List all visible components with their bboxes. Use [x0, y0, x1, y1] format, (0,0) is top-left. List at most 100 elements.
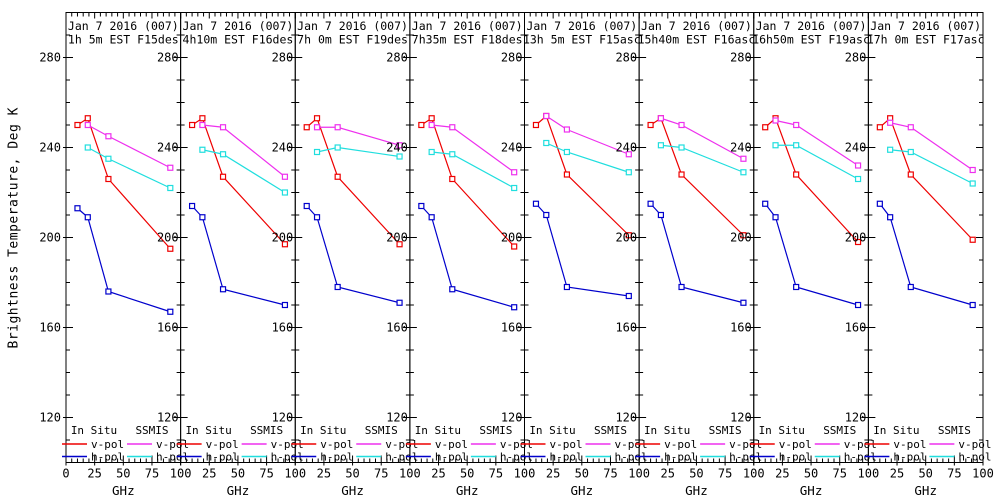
legend-header-ssmis: SSMIS	[594, 424, 627, 437]
y-tick-label: 200	[157, 231, 179, 245]
data-point-marker	[428, 214, 435, 221]
legend-label: v-pol	[320, 438, 353, 451]
data-point-marker	[876, 200, 883, 207]
series-line-in-situ-v-pol	[191, 117, 286, 245]
legend-header-in-situ: In Situ	[415, 424, 461, 437]
data-point-marker	[625, 151, 632, 158]
data-point-marker	[511, 304, 518, 311]
data-point-marker	[396, 299, 403, 306]
y-tick-label: 200	[272, 231, 294, 245]
series-line-in-situ-v-pol	[77, 117, 171, 250]
data-point-marker	[219, 151, 227, 158]
legend-header-ssmis: SSMIS	[709, 424, 742, 437]
series-markers-ssmis-v-pol	[887, 119, 976, 174]
x-tick-label: 25	[317, 467, 331, 481]
panel-title-time-satellite: 15h40m EST F16asc	[638, 33, 756, 47]
series-markers-ssmis-h-pol	[887, 146, 976, 187]
data-point-marker	[418, 121, 425, 129]
y-tick-label: 200	[845, 231, 867, 245]
data-point-marker	[793, 283, 800, 291]
legend-header-in-situ: In Situ	[71, 424, 117, 437]
data-point-marker	[740, 232, 747, 239]
legend-label: v-pol	[893, 438, 926, 451]
legend-header-ssmis: SSMIS	[135, 424, 168, 437]
x-axis-title: GHz	[112, 483, 135, 498]
y-tick-label: 240	[157, 141, 179, 155]
panel-title-time-satellite: 4h10m EST F16des	[183, 33, 294, 47]
panel: Jan 7 2016 (007)7h35m EST F18des 120 160 20…	[386, 12, 535, 498]
data-point-marker	[907, 124, 914, 131]
data-point-marker	[428, 115, 435, 122]
y-tick-label: 280	[730, 51, 752, 65]
x-tick-label: 75	[718, 467, 732, 481]
y-tick-label: 280	[157, 51, 179, 65]
series-line-in-situ-v-pol	[306, 117, 401, 245]
data-point-marker	[793, 171, 800, 178]
data-point-marker	[969, 166, 976, 174]
y-tick-label: 160	[730, 321, 752, 335]
legend-label: v-pol	[779, 438, 812, 451]
series-markers-in-situ-h-pol	[188, 202, 289, 309]
x-tick-label: 100	[399, 467, 421, 481]
series-markers-ssmis-h-pol	[84, 144, 174, 192]
x-tick-label: 75	[947, 467, 961, 481]
legend-header-in-situ: In Situ	[529, 424, 575, 437]
data-point-marker	[772, 142, 779, 149]
data-point-marker	[762, 124, 769, 131]
data-point-marker	[762, 200, 769, 207]
panel-title-date: Jan 7 2016 (007)	[641, 19, 752, 33]
series-line-in-situ-h-pol	[420, 205, 515, 308]
x-axis-title: GHz	[341, 483, 364, 498]
x-tick-label: 75	[374, 467, 388, 481]
series-line-in-situ-h-pol	[764, 203, 859, 306]
x-tick-label: 75	[603, 467, 617, 481]
x-axis-title: GHz	[800, 483, 823, 498]
data-point-marker	[74, 121, 81, 129]
panel-frame	[867, 12, 984, 463]
series-markers-ssmis-v-pol	[199, 121, 289, 180]
series-line-in-situ-v-pol	[535, 114, 630, 236]
x-tick-label: 75	[832, 467, 846, 481]
y-tick-label: 200	[386, 231, 408, 245]
x-tick-label: 50	[804, 467, 818, 481]
data-point-marker	[334, 173, 341, 180]
x-tick-label: 25	[431, 467, 445, 481]
x-tick-label: 25	[546, 467, 560, 481]
x-tick-label: 75	[145, 467, 159, 481]
y-tick-label: 240	[501, 141, 523, 155]
data-point-marker	[969, 236, 976, 243]
series-markers-ssmis-h-pol	[772, 142, 862, 183]
data-point-marker	[281, 189, 289, 196]
series-markers-in-situ-v-pol	[188, 115, 289, 248]
panel: Jan 7 2016 (007)4h10m EST F16des 120 160 20…	[157, 12, 306, 498]
series-line-ssmis-h-pol	[890, 149, 973, 185]
data-point-marker	[625, 232, 632, 239]
panel-title-date: Jan 7 2016 (007)	[870, 19, 981, 33]
legend-header-in-situ: In Situ	[185, 424, 231, 437]
data-point-marker	[532, 121, 540, 129]
data-point-marker	[396, 241, 403, 248]
y-tick-label: 240	[730, 141, 752, 155]
y-tick-label: 160	[39, 321, 61, 335]
data-point-marker	[678, 144, 685, 151]
panel: Jan 7 2016 (007)7h 0m EST F19des 120 160 20…	[272, 12, 421, 498]
x-tick-label: 25	[890, 467, 904, 481]
series-markers-ssmis-v-pol	[772, 117, 862, 169]
series-markers-ssmis-v-pol	[428, 121, 518, 176]
data-point-marker	[199, 115, 206, 122]
series-markers-in-situ-v-pol	[303, 115, 403, 248]
series-line-in-situ-v-pol	[650, 117, 744, 236]
series-markers-in-situ-h-pol	[647, 200, 747, 306]
data-point-marker	[199, 146, 206, 153]
y-tick-label: 160	[615, 321, 637, 335]
data-point-marker	[219, 286, 227, 293]
x-axis-title: GHz	[914, 483, 937, 498]
data-point-marker	[334, 283, 341, 291]
series-line-in-situ-v-pol	[764, 117, 859, 243]
data-point-marker	[887, 119, 894, 126]
